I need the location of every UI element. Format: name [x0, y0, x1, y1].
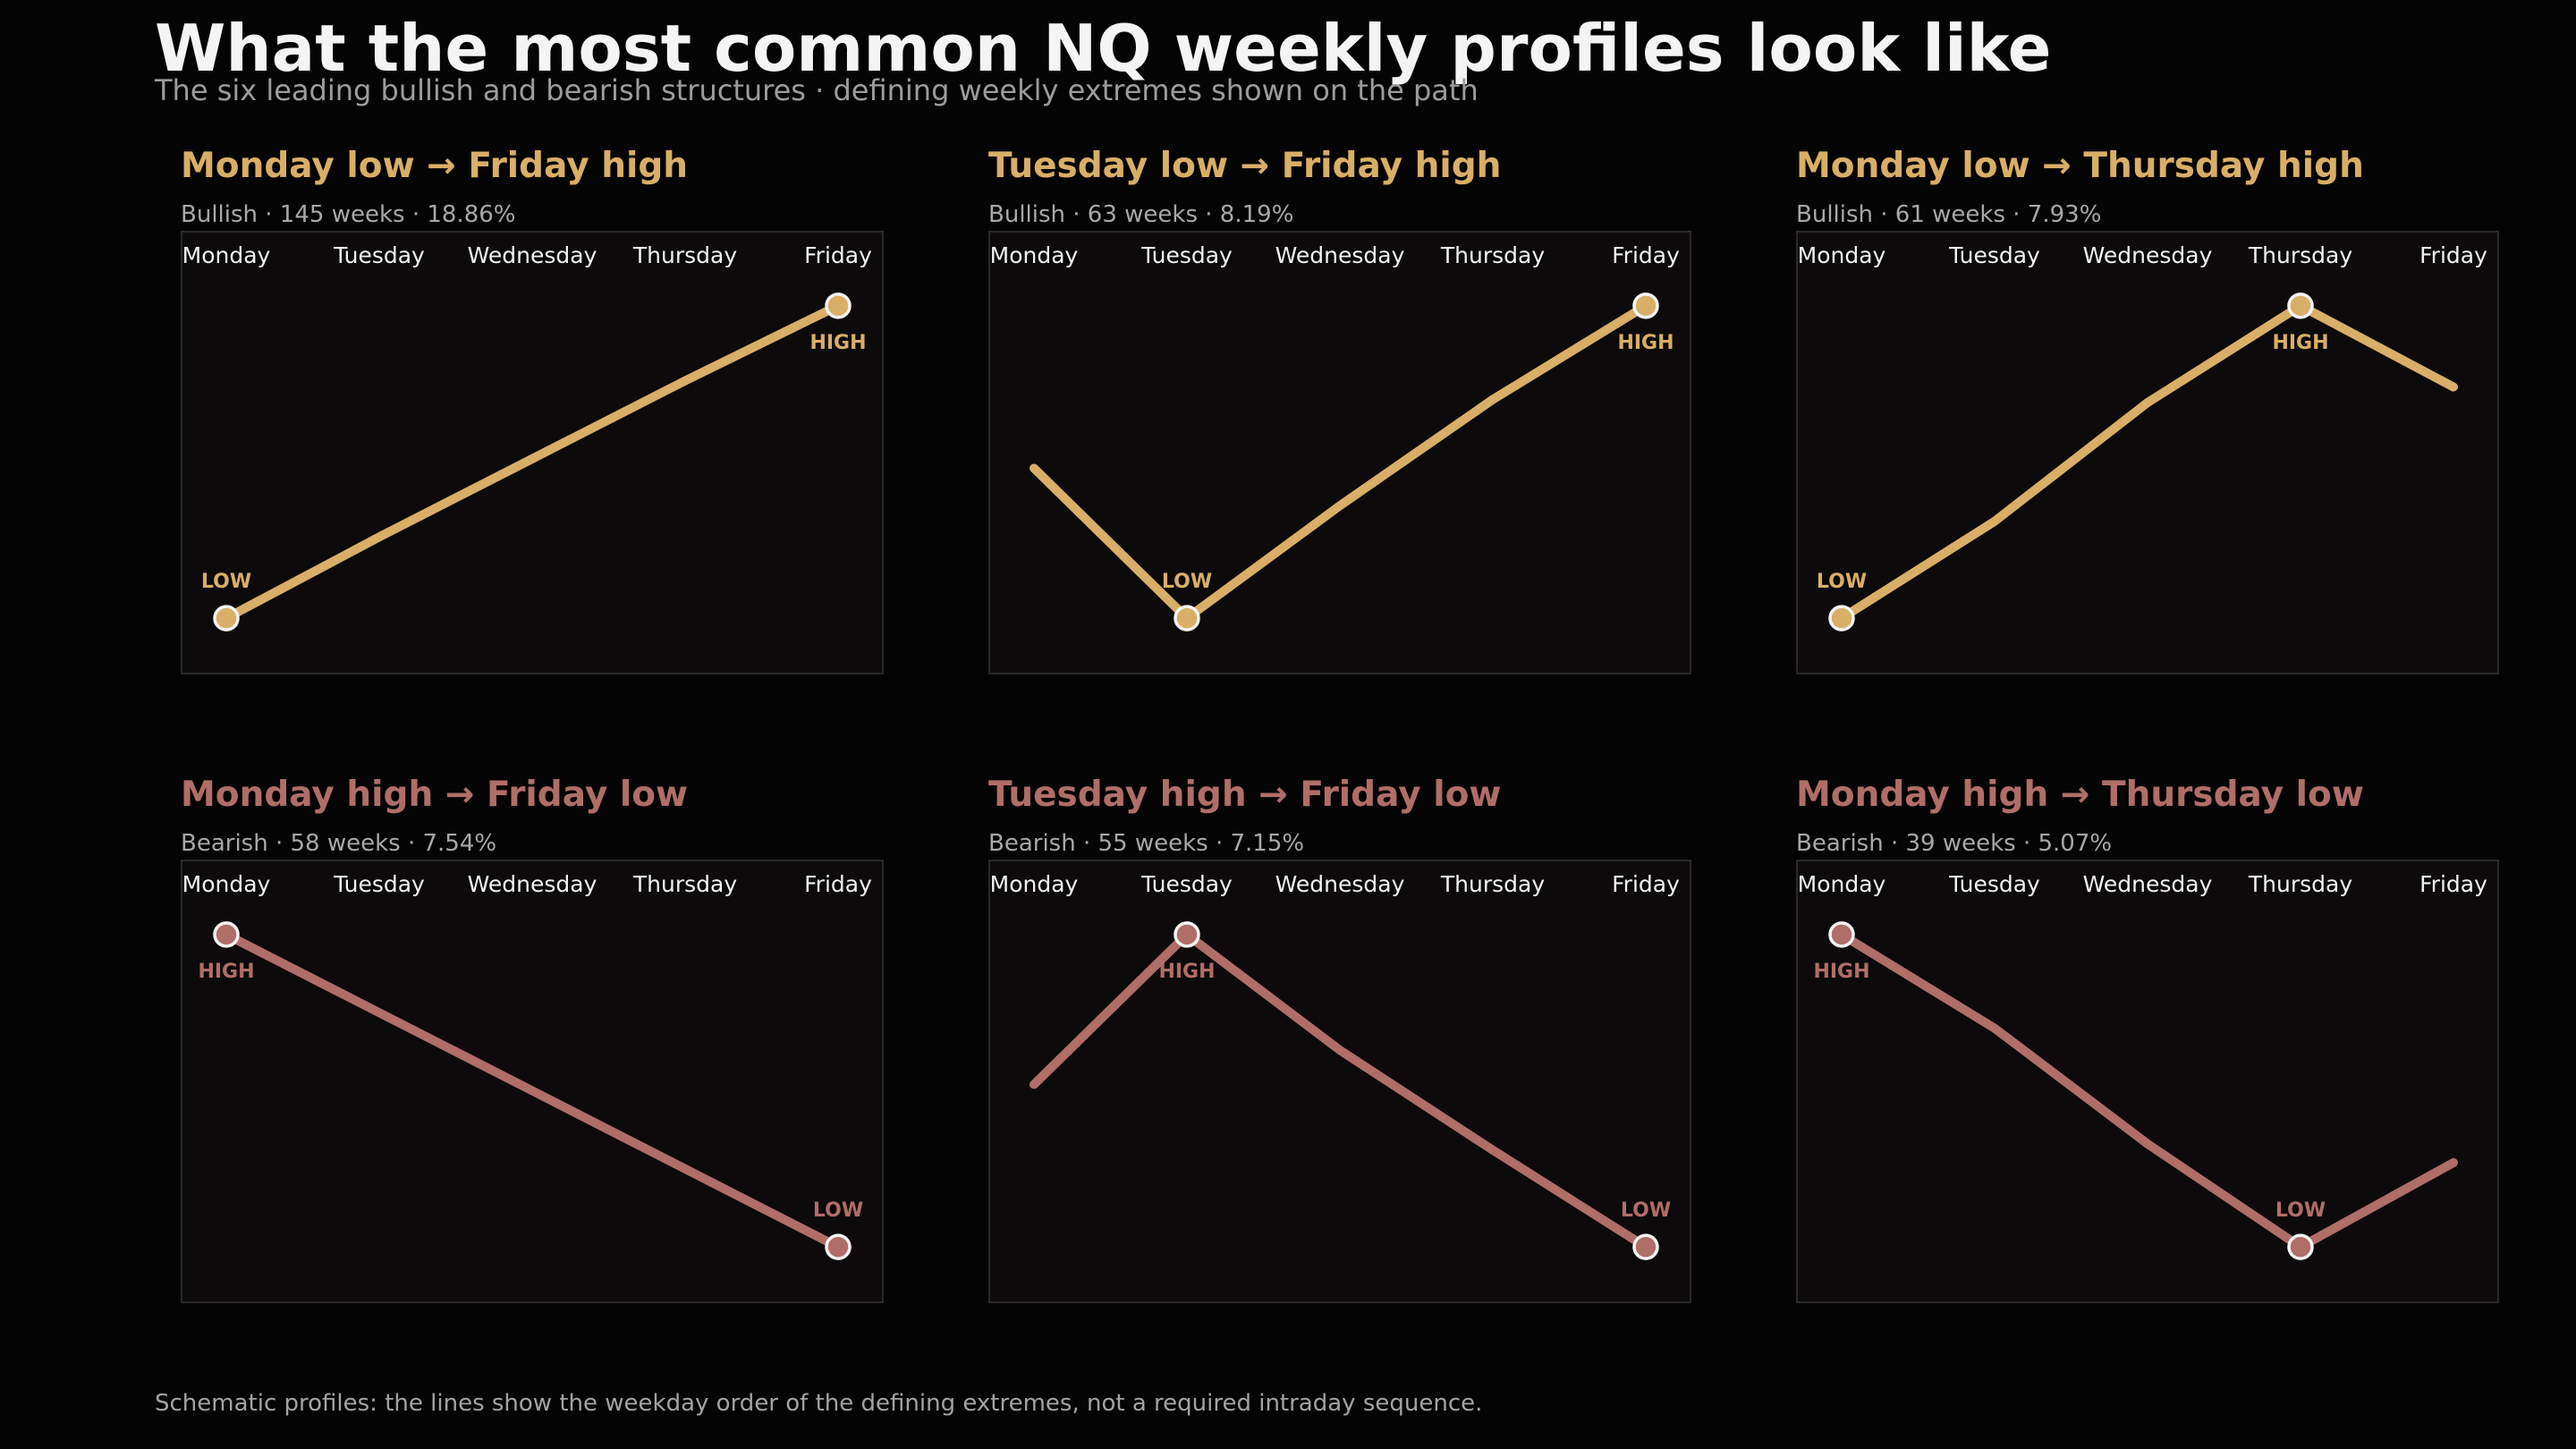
day-tick-label: Wednesday: [1275, 871, 1405, 897]
day-tick-label: Thursday: [632, 871, 737, 897]
day-tick-label: Monday: [990, 871, 1079, 897]
day-tick-label: Friday: [804, 242, 872, 268]
panel-title: Tuesday low → Friday high: [988, 146, 1502, 186]
day-tick-label: Tuesday: [1140, 242, 1233, 268]
weekly-low-marker: [1828, 605, 1855, 631]
profile-path-line: [1030, 301, 1650, 623]
weekly-high-marker: [1828, 921, 1855, 948]
weekly-high-label: HIGH: [1158, 961, 1215, 983]
weekly-high-label: HIGH: [1813, 961, 1869, 983]
panel-title: Monday high → Friday low: [181, 775, 689, 815]
day-tick-label: Tuesday: [1140, 871, 1233, 897]
day-tick-label: Wednesday: [2083, 871, 2213, 897]
weekly-low-marker: [2287, 1233, 2314, 1260]
weekly-low-label: LOW: [2275, 1199, 2326, 1222]
weekly-low-marker: [1632, 1233, 1659, 1260]
day-tick-label: Wednesday: [468, 871, 597, 897]
profile-chart-svg: Monday Tuesday Wednesday Thursday Friday HIGH…: [990, 871, 1680, 1260]
weekly-low-marker: [213, 605, 240, 631]
day-tick-label: Monday: [1798, 242, 1886, 268]
profile-plot: Monday Tuesday Wednesday Thursday Friday HIGH…: [1796, 231, 2499, 674]
day-tick-label: Monday: [182, 871, 271, 897]
profile-chart-svg: Monday Tuesday Wednesday Thursday Friday HIGH…: [990, 242, 1680, 631]
weekly-high-marker: [1632, 292, 1659, 319]
panel-title: Monday high → Thursday low: [1796, 775, 2364, 815]
day-tick-label: Tuesday: [1948, 242, 2040, 268]
panel-subtitle: Bullish · 61 weeks · 7.93%: [1796, 201, 2102, 228]
day-tick-label: Friday: [2419, 871, 2487, 897]
profile-chart-svg: Monday Tuesday Wednesday Thursday Friday HIGH…: [1798, 871, 2487, 1260]
panel-title: Tuesday high → Friday low: [988, 775, 1502, 815]
panel-subtitle: Bearish · 55 weeks · 7.15%: [988, 830, 1305, 857]
weekly-low-marker: [825, 1233, 852, 1260]
day-tick-label: Friday: [1612, 871, 1680, 897]
day-tick-label: Friday: [804, 871, 872, 897]
day-tick-label: Friday: [2419, 242, 2487, 268]
profile-plot: Monday Tuesday Wednesday Thursday Friday HIGH…: [1796, 860, 2499, 1303]
day-tick-label: Monday: [990, 242, 1079, 268]
weekly-low-label: LOW: [1817, 571, 1867, 593]
panel-subtitle: Bullish · 63 weeks · 8.19%: [988, 201, 1294, 228]
panel-title: Monday low → Friday high: [181, 146, 689, 186]
weekly-high-label: HIGH: [2272, 332, 2328, 354]
day-tick-label: Thursday: [2248, 242, 2352, 268]
day-tick-label: Monday: [182, 242, 271, 268]
weekly-high-marker: [2287, 292, 2314, 319]
page-title: What the most common NQ weekly profiles …: [155, 11, 2052, 86]
weekly-high-marker: [213, 921, 240, 948]
day-tick-label: Thursday: [1440, 871, 1545, 897]
day-tick-label: Wednesday: [468, 242, 597, 268]
profile-plot: Monday Tuesday Wednesday Thursday Friday HIGH…: [988, 231, 1691, 674]
weekly-low-label: LOW: [813, 1199, 863, 1222]
weekly-low-marker: [1174, 605, 1200, 631]
day-tick-label: Tuesday: [333, 242, 425, 268]
weekly-high-marker: [825, 292, 852, 319]
profile-path-line: [1837, 929, 2458, 1252]
weekly-high-label: HIGH: [1617, 332, 1674, 354]
profile-chart-svg: Monday Tuesday Wednesday Thursday Friday HIGH…: [182, 871, 872, 1260]
page-subtitle: The six leading bullish and bearish stru…: [155, 73, 1479, 107]
day-tick-label: Thursday: [2248, 871, 2352, 897]
weekly-low-label: LOW: [1162, 571, 1212, 593]
weekly-high-label: HIGH: [198, 961, 254, 983]
weekly-low-label: LOW: [1621, 1199, 1671, 1222]
panel-title: Monday low → Thursday high: [1796, 146, 2364, 186]
footnote: Schematic profiles: the lines show the w…: [155, 1390, 1483, 1417]
day-tick-label: Tuesday: [333, 871, 425, 897]
panel-subtitle: Bullish · 145 weeks · 18.86%: [181, 201, 516, 228]
profile-plot: Monday Tuesday Wednesday Thursday Friday HIGH…: [988, 860, 1691, 1303]
profile-path-line: [222, 929, 843, 1252]
panel-subtitle: Bearish · 39 weeks · 5.07%: [1796, 830, 2113, 857]
day-tick-label: Friday: [1612, 242, 1680, 268]
weekly-high-label: HIGH: [809, 332, 866, 354]
day-tick-label: Thursday: [632, 242, 737, 268]
profile-path-line: [1030, 929, 1650, 1252]
weekly-high-marker: [1174, 921, 1200, 948]
weekly-low-label: LOW: [201, 571, 251, 593]
day-tick-label: Tuesday: [1948, 871, 2040, 897]
profile-plot: Monday Tuesday Wednesday Thursday Friday HIGH…: [181, 231, 884, 674]
day-tick-label: Thursday: [1440, 242, 1545, 268]
profile-path-line: [1837, 301, 2458, 623]
profile-chart-svg: Monday Tuesday Wednesday Thursday Friday HIGH…: [182, 242, 872, 631]
profile-path-line: [222, 301, 843, 623]
profile-plot: Monday Tuesday Wednesday Thursday Friday HIGH…: [181, 860, 884, 1303]
day-tick-label: Wednesday: [1275, 242, 1405, 268]
panel-subtitle: Bearish · 58 weeks · 7.54%: [181, 830, 497, 857]
day-tick-label: Wednesday: [2083, 242, 2213, 268]
day-tick-label: Monday: [1798, 871, 1886, 897]
profile-chart-svg: Monday Tuesday Wednesday Thursday Friday HIGH…: [1798, 242, 2487, 631]
